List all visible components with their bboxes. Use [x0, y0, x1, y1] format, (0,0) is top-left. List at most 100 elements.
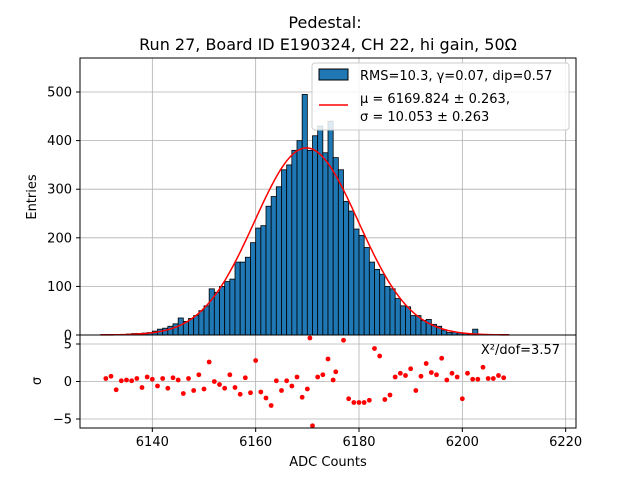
- histogram-bar: [399, 305, 406, 336]
- x-tick-label: 6160: [239, 435, 272, 450]
- histogram-bar: [203, 305, 210, 336]
- residual-point: [470, 376, 476, 382]
- residual-y-tick-label: 0: [64, 375, 72, 390]
- residual-point: [454, 374, 460, 380]
- histogram-bar: [327, 120, 334, 336]
- residual-point: [439, 355, 445, 361]
- residual-point: [307, 335, 313, 341]
- residual-point: [227, 372, 233, 378]
- residual-point: [475, 376, 481, 382]
- histogram-bar: [208, 288, 215, 336]
- histogram-bar: [405, 306, 412, 336]
- histogram-bar: [213, 291, 220, 336]
- histogram-bar: [322, 152, 329, 336]
- residual-point: [149, 376, 155, 382]
- histogram-bar: [358, 234, 365, 336]
- residual-point: [325, 356, 331, 362]
- histogram-bar: [348, 210, 355, 336]
- histogram-bar: [275, 186, 282, 336]
- histogram-bar: [384, 286, 391, 336]
- histogram-y-axis-label: Entries: [25, 174, 40, 220]
- histogram-bar: [260, 225, 267, 336]
- residual-point: [434, 372, 439, 378]
- residual-point: [242, 375, 248, 381]
- residual-point: [428, 370, 434, 375]
- histogram-bar: [441, 329, 448, 336]
- chart-title-line1: Pedestal:: [288, 13, 361, 32]
- residual-point: [263, 395, 269, 401]
- histogram-bar: [353, 228, 360, 336]
- histogram-bar: [374, 268, 381, 336]
- histogram-bar: [317, 125, 324, 336]
- residual-point: [444, 377, 450, 383]
- residual-point: [294, 374, 300, 380]
- residual-point: [413, 388, 419, 393]
- residual-point: [459, 396, 465, 402]
- residual-point: [403, 373, 408, 378]
- residual-point: [180, 391, 186, 396]
- residual-point: [129, 378, 135, 384]
- histogram-bar: [270, 196, 277, 336]
- residual-point: [273, 378, 279, 384]
- residual-point: [501, 375, 507, 381]
- residual-point: [134, 376, 140, 381]
- histogram-bar: [224, 281, 231, 336]
- histogram-bar: [343, 200, 350, 336]
- chart-title-line2: Run 27, Board ID E190324, CH 22, hi gain…: [139, 35, 517, 54]
- residual-point: [490, 376, 496, 381]
- histogram-panel: 0 100 200 300 400 500 Entries RMS=10.3, γ=0.0…: [25, 57, 577, 344]
- histogram-bar: [337, 169, 344, 336]
- legend: RMS=10.3, γ=0.07, dip=0.57 μ = 6169.824 …: [311, 62, 570, 131]
- histogram-bar: [250, 242, 257, 336]
- residual-y-ticks: −5 0 5: [53, 338, 80, 428]
- residual-point: [418, 373, 424, 379]
- histogram-bar: [255, 227, 262, 336]
- residual-point: [351, 400, 357, 405]
- residual-point: [485, 376, 491, 381]
- histogram-bars: [100, 94, 510, 336]
- residual-points: [103, 335, 507, 429]
- residual-point: [175, 377, 181, 383]
- x-ticks: 6140 6160 6180 6200 6220: [136, 428, 582, 450]
- legend-box: [311, 62, 570, 131]
- chi2-annotation: X²/dof=3.57: [481, 343, 560, 358]
- histogram-bar: [394, 298, 401, 336]
- residual-point: [289, 383, 295, 389]
- residual-point: [372, 346, 377, 351]
- residual-point: [299, 394, 305, 400]
- residual-point: [144, 374, 150, 380]
- residual-point: [155, 383, 160, 389]
- residual-point: [248, 390, 253, 396]
- legend-histogram-swatch: [318, 68, 349, 81]
- histogram-y-tick-label: 0: [64, 329, 72, 344]
- residual-point: [258, 389, 264, 395]
- residual-point: [108, 373, 114, 379]
- gaussian-fit-curve: [100, 147, 509, 336]
- histogram-bar: [420, 320, 427, 336]
- histogram-bar: [368, 261, 375, 336]
- histogram-bar: [234, 261, 241, 336]
- legend-fit-label-line1: μ = 6169.824 ± 0.263,: [360, 92, 510, 107]
- residual-point: [217, 382, 222, 387]
- residual-point: [139, 385, 145, 390]
- histogram-bar: [363, 247, 370, 336]
- residual-y-tick-label: 5: [64, 338, 72, 353]
- residual-point: [496, 373, 501, 378]
- residual-point: [377, 353, 383, 359]
- histogram-bar: [219, 286, 226, 336]
- residual-point: [124, 377, 129, 383]
- residual-point: [232, 385, 238, 390]
- histogram-bar: [265, 205, 272, 336]
- histogram-y-tick-label: 400: [47, 134, 72, 149]
- residual-point: [423, 361, 429, 366]
- residual-point: [160, 376, 166, 381]
- histogram-bar: [312, 135, 319, 336]
- residual-point: [333, 369, 339, 375]
- x-tick-label: 6180: [342, 435, 375, 450]
- residual-point: [330, 377, 336, 383]
- residual-point: [201, 386, 207, 392]
- histogram-bar: [193, 315, 200, 336]
- histogram-bar: [332, 157, 339, 336]
- residual-point: [387, 392, 393, 398]
- legend-histogram-label: RMS=10.3, γ=0.07, dip=0.57: [360, 69, 552, 84]
